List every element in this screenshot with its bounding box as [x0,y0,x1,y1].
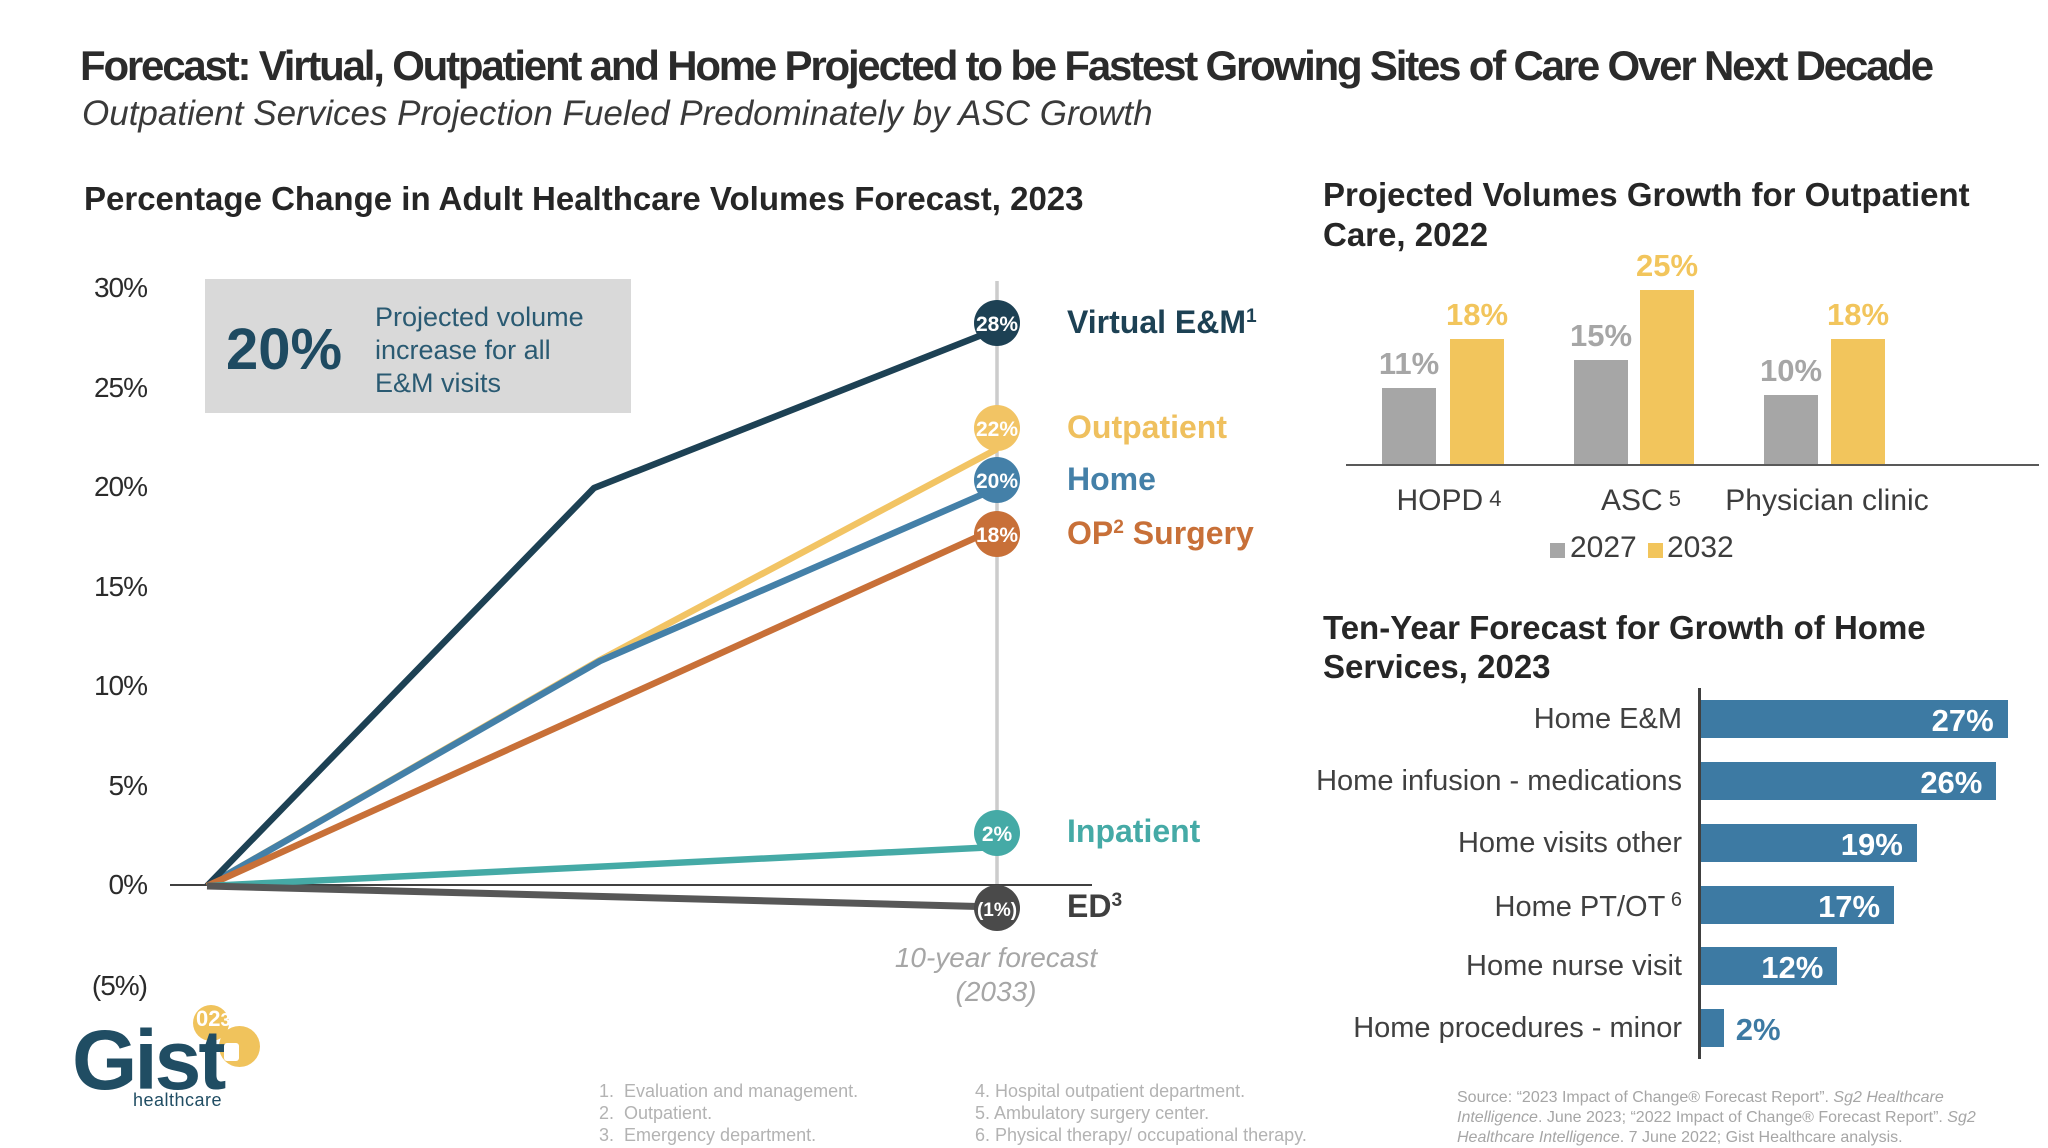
svg-text:28%: 28% [976,313,1018,336]
svg-text:2%: 2% [982,823,1013,846]
svg-text:20%: 20% [976,470,1018,493]
svg-text:(1%): (1%) [977,900,1017,921]
svg-text:18%: 18% [976,524,1018,547]
svg-text:22%: 22% [976,418,1018,441]
